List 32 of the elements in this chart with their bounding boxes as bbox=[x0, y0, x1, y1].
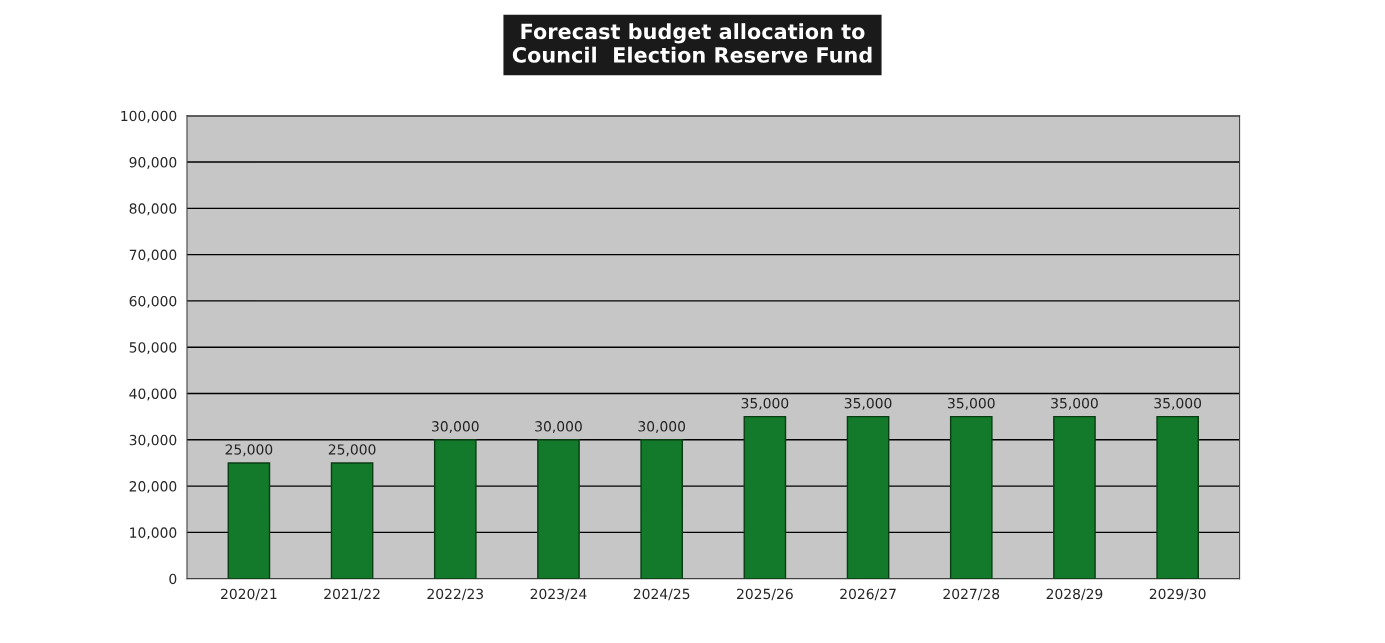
data-label: 35,000 bbox=[741, 397, 789, 410]
data-label: 25,000 bbox=[225, 444, 273, 457]
y-tick-label: 90,000 bbox=[129, 157, 177, 169]
data-label: 35,000 bbox=[1051, 397, 1098, 410]
chart-title: Forecast budget allocation to Council Election Reserve Fund bbox=[512, 23, 872, 63]
y-tick-label: 0 bbox=[169, 573, 177, 585]
y-tick-label: 80,000 bbox=[129, 203, 177, 216]
data-label: 30,000 bbox=[638, 421, 686, 433]
y-tick-label: 40,000 bbox=[129, 388, 177, 401]
y-tick-label: 10,000 bbox=[130, 527, 177, 540]
y-tick-label: 100,000 bbox=[121, 110, 177, 123]
x-tick-label: 2028/29 bbox=[1046, 588, 1103, 601]
y-tick-label: 60,000 bbox=[129, 295, 177, 308]
x-tick-label: 2026/27 bbox=[840, 588, 896, 601]
y-tick-label: 30,000 bbox=[129, 434, 177, 447]
x-tick-label: 2021/22 bbox=[324, 588, 380, 601]
x-tick-label: 2025/26 bbox=[737, 588, 793, 601]
data-label: 35,000 bbox=[844, 397, 892, 410]
x-tick-label: 2029/30 bbox=[1149, 588, 1206, 601]
data-label: 30,000 bbox=[535, 421, 582, 433]
data-label: 30,000 bbox=[432, 421, 479, 433]
y-tick-label: 70,000 bbox=[129, 249, 177, 262]
x-tick-label: 2020/21 bbox=[221, 588, 277, 601]
data-label: 35,000 bbox=[948, 397, 995, 410]
data-label: 35,000 bbox=[1154, 397, 1202, 410]
x-tick-label: 2024/25 bbox=[633, 588, 690, 601]
x-tick-label: 2027/28 bbox=[943, 588, 1000, 601]
y-tick-label: 50,000 bbox=[129, 342, 177, 355]
data-label: 25,000 bbox=[328, 444, 376, 457]
x-tick-label: 2022/23 bbox=[427, 588, 484, 601]
y-tick-label: 20,000 bbox=[129, 481, 177, 493]
x-tick-label: 2023/24 bbox=[530, 588, 587, 601]
